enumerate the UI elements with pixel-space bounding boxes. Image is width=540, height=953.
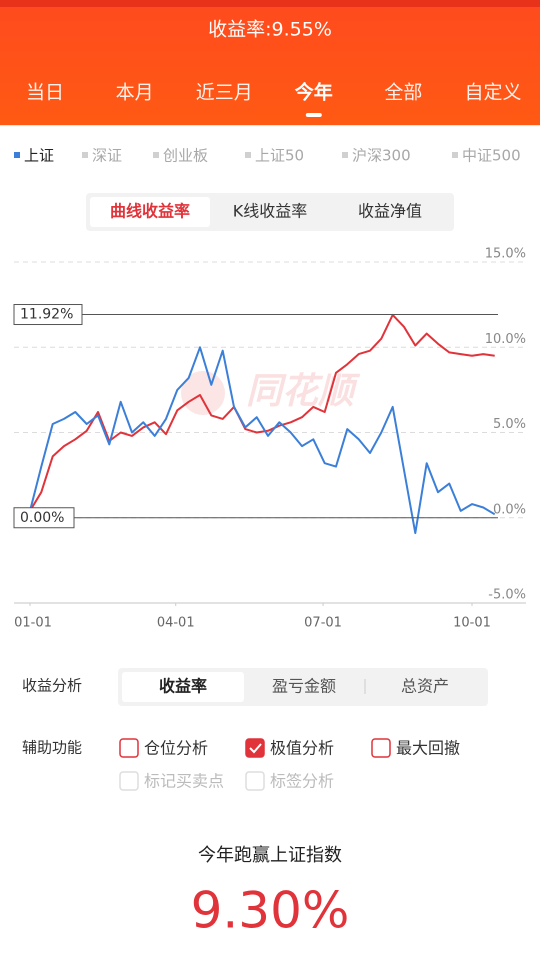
min-label-box — [13, 507, 75, 529]
summary-title: 今年跑赢上证指数 — [198, 844, 342, 866]
series-line — [29, 313, 495, 512]
legend-dot — [342, 152, 348, 158]
y-tick-label: 0.0% — [493, 502, 526, 517]
y-tick-label: 15.0% — [485, 247, 526, 262]
legend-item[interactable]: 中证500 — [462, 147, 521, 165]
y-tick-label: -5.0% — [488, 588, 526, 603]
chart-tab-active — [90, 197, 210, 227]
tab[interactable]: 本月 — [116, 82, 154, 104]
status-bar — [0, 0, 540, 7]
legend-item[interactable]: 上证 — [24, 147, 54, 165]
tool-label: 标记买卖点 — [144, 772, 224, 791]
chart-tab[interactable]: K线收益率 — [233, 202, 308, 221]
analysis-option[interactable]: 盈亏金额 — [272, 677, 336, 696]
checkbox[interactable] — [245, 738, 265, 758]
tab[interactable]: 全部 — [384, 82, 422, 104]
chart-tab[interactable]: 收益净值 — [358, 202, 422, 221]
tab[interactable]: 近三月 — [196, 82, 253, 104]
legend-item[interactable]: 沪深300 — [352, 147, 411, 165]
tab-indicator — [305, 113, 322, 117]
checkbox — [245, 771, 265, 791]
chart-tab[interactable]: 曲线收益率 — [110, 202, 190, 221]
legend-dot — [14, 152, 20, 158]
header-bg — [0, 0, 540, 125]
checkbox[interactable] — [371, 738, 391, 758]
legend-dot — [245, 152, 251, 158]
tool-label: 标签分析 — [270, 772, 334, 791]
min-label: 0.00% — [20, 510, 64, 526]
summary-value: 9.30% — [191, 882, 350, 940]
watermark: 同花顺 — [246, 371, 361, 412]
legend-dot — [153, 152, 159, 158]
max-label-box — [13, 304, 83, 326]
tools-label: 辅助功能 — [22, 739, 82, 757]
x-tick-label: 07-01 — [304, 616, 342, 631]
tab[interactable]: 当日 — [26, 82, 64, 104]
series-line — [29, 346, 496, 535]
checkbox — [119, 771, 139, 791]
tab[interactable]: 自定义 — [464, 82, 521, 104]
y-tick-label: 5.0% — [493, 417, 526, 432]
legend-item[interactable]: 上证50 — [255, 147, 304, 165]
analysis-option[interactable]: 收益率 — [159, 677, 207, 696]
x-tick-label: 01-01 — [14, 616, 52, 631]
legend-item[interactable]: 深证 — [92, 147, 122, 165]
tab[interactable]: 今年 — [294, 81, 333, 104]
watermark-logo — [181, 371, 225, 415]
x-tick-label: 04-01 — [157, 616, 195, 631]
checkmark — [249, 743, 262, 754]
tool-label[interactable]: 极值分析 — [270, 739, 334, 758]
divider — [0, 125, 540, 126]
y-tick-label: 10.0% — [485, 332, 526, 347]
max-label: 11.92% — [20, 307, 73, 323]
tool-label[interactable]: 最大回撤 — [396, 739, 460, 758]
checkbox[interactable] — [119, 738, 139, 758]
legend-item[interactable]: 创业板 — [163, 147, 208, 165]
analysis-option[interactable]: 总资产 — [401, 677, 449, 696]
x-tick-label: 10-01 — [453, 616, 491, 631]
analysis-active — [122, 672, 244, 702]
header-title: 收益率:9.55% — [208, 19, 332, 41]
tool-label[interactable]: 仓位分析 — [144, 739, 208, 758]
legend-dot — [82, 152, 88, 158]
analysis-label: 收益分析 — [22, 677, 82, 695]
legend-dot — [452, 152, 458, 158]
